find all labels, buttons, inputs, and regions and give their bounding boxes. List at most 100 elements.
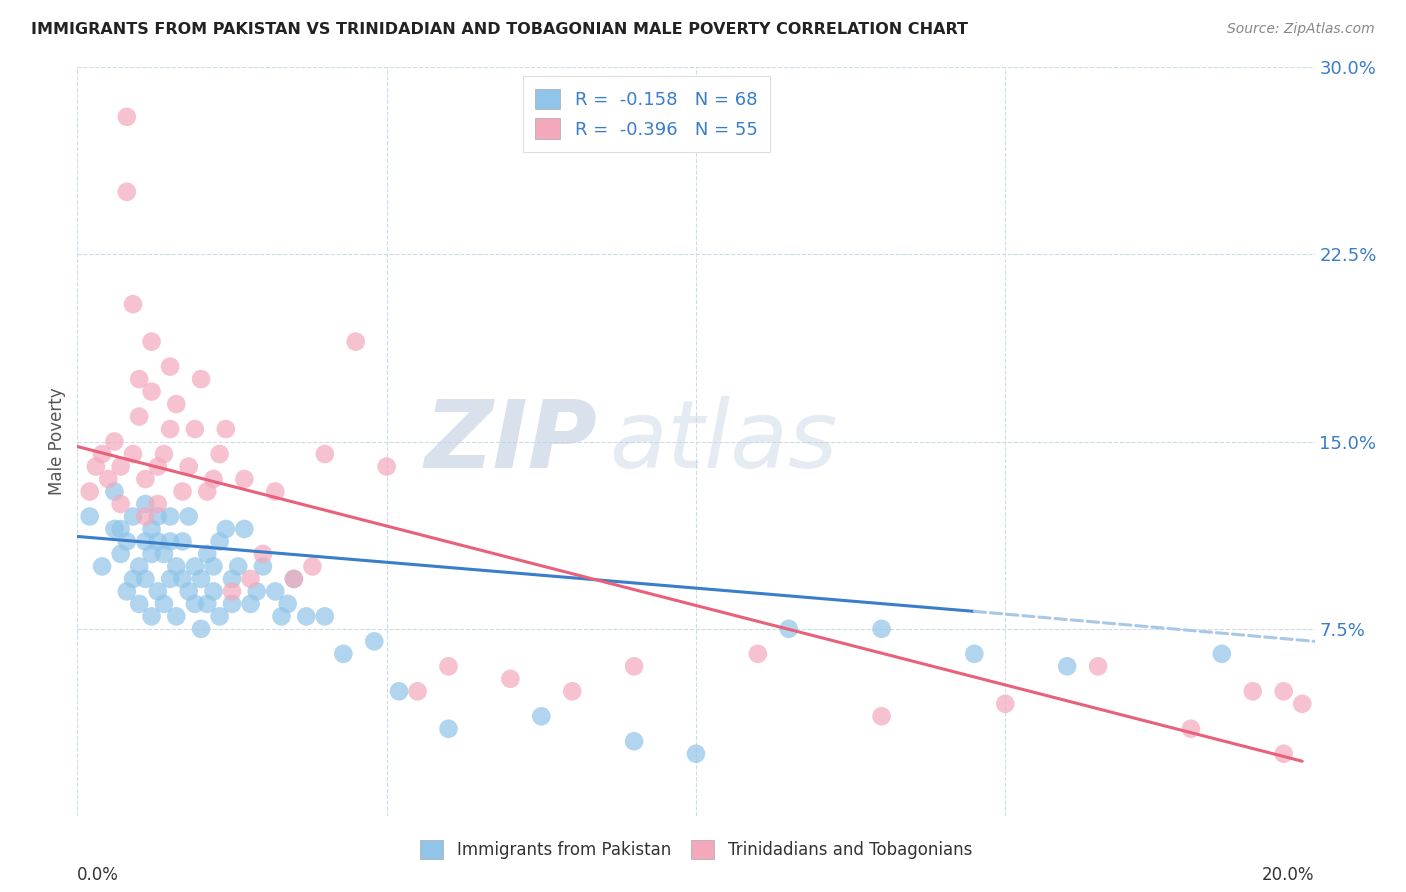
Point (134, 534, 156, 549)
Point (134, 497, 156, 511)
Point (190, 622, 212, 636)
Point (110, 459, 132, 474)
Point (264, 484, 287, 499)
Point (778, 622, 800, 636)
Point (91, 559, 114, 574)
Text: 20.0%: 20.0% (1263, 866, 1315, 884)
Point (1180, 722, 1202, 736)
Point (146, 497, 169, 511)
Legend: Immigrants from Pakistan, Trinidadians and Tobagonians: Immigrants from Pakistan, Trinidadians a… (412, 832, 980, 868)
Point (97, 472, 120, 486)
Point (184, 597, 207, 611)
Point (115, 110, 138, 124)
Point (314, 447, 336, 461)
Point (172, 484, 194, 499)
Y-axis label: Male Poverty: Male Poverty (48, 388, 66, 495)
Point (165, 397, 187, 411)
Point (499, 672, 522, 686)
Point (344, 334, 367, 349)
Point (103, 434, 125, 449)
Text: ZIP: ZIP (425, 395, 598, 488)
Point (184, 559, 207, 574)
Point (1272, 684, 1295, 698)
Point (195, 484, 218, 499)
Point (195, 547, 218, 561)
Point (221, 584, 243, 599)
Point (134, 472, 156, 486)
Point (870, 709, 893, 723)
Text: IMMIGRANTS FROM PAKISTAN VS TRINIDADIAN AND TOBAGONIAN MALE POVERTY CORRELATION : IMMIGRANTS FROM PAKISTAN VS TRINIDADIAN … (31, 22, 967, 37)
Point (1291, 697, 1313, 711)
Point (283, 572, 305, 586)
Point (177, 509, 200, 524)
Point (165, 609, 187, 624)
Point (177, 584, 200, 599)
Text: 0.0%: 0.0% (77, 866, 120, 884)
Point (146, 459, 169, 474)
Point (153, 447, 176, 461)
Point (153, 597, 176, 611)
Point (159, 509, 181, 524)
Point (994, 697, 1017, 711)
Point (208, 609, 231, 624)
Point (747, 647, 769, 661)
Point (110, 497, 132, 511)
Point (128, 409, 150, 424)
Point (172, 572, 194, 586)
Point (141, 609, 163, 624)
Point (128, 559, 150, 574)
Point (134, 509, 156, 524)
Point (202, 472, 225, 486)
Point (215, 522, 238, 536)
Point (195, 597, 218, 611)
Point (623, 734, 645, 748)
Point (226, 559, 249, 574)
Point (221, 572, 243, 586)
Point (122, 572, 145, 586)
Point (128, 597, 150, 611)
Point (184, 422, 207, 436)
Text: Source: ZipAtlas.com: Source: ZipAtlas.com (1227, 22, 1375, 37)
Point (159, 359, 181, 374)
Point (388, 684, 411, 698)
Point (146, 584, 169, 599)
Point (221, 597, 243, 611)
Point (530, 709, 553, 723)
Point (1241, 684, 1264, 698)
Point (252, 547, 274, 561)
Point (437, 722, 460, 736)
Point (103, 484, 125, 499)
Point (332, 647, 354, 661)
Point (239, 572, 262, 586)
Text: atlas: atlas (609, 396, 838, 487)
Point (110, 522, 132, 536)
Point (91, 447, 114, 461)
Point (264, 584, 287, 599)
Point (623, 659, 645, 673)
Point (202, 559, 225, 574)
Point (1087, 659, 1109, 673)
Point (215, 422, 238, 436)
Point (295, 609, 318, 624)
Point (165, 559, 187, 574)
Point (246, 584, 269, 599)
Point (561, 684, 583, 698)
Point (1211, 647, 1233, 661)
Point (233, 522, 256, 536)
Point (159, 572, 181, 586)
Point (122, 447, 145, 461)
Point (301, 559, 323, 574)
Point (79, 484, 101, 499)
Point (177, 459, 200, 474)
Point (208, 534, 231, 549)
Point (122, 297, 145, 311)
Point (283, 572, 305, 586)
Point (239, 597, 262, 611)
Point (84, 459, 107, 474)
Point (153, 547, 176, 561)
Point (115, 534, 138, 549)
Point (146, 509, 169, 524)
Point (110, 547, 132, 561)
Point (115, 185, 138, 199)
Point (870, 622, 893, 636)
